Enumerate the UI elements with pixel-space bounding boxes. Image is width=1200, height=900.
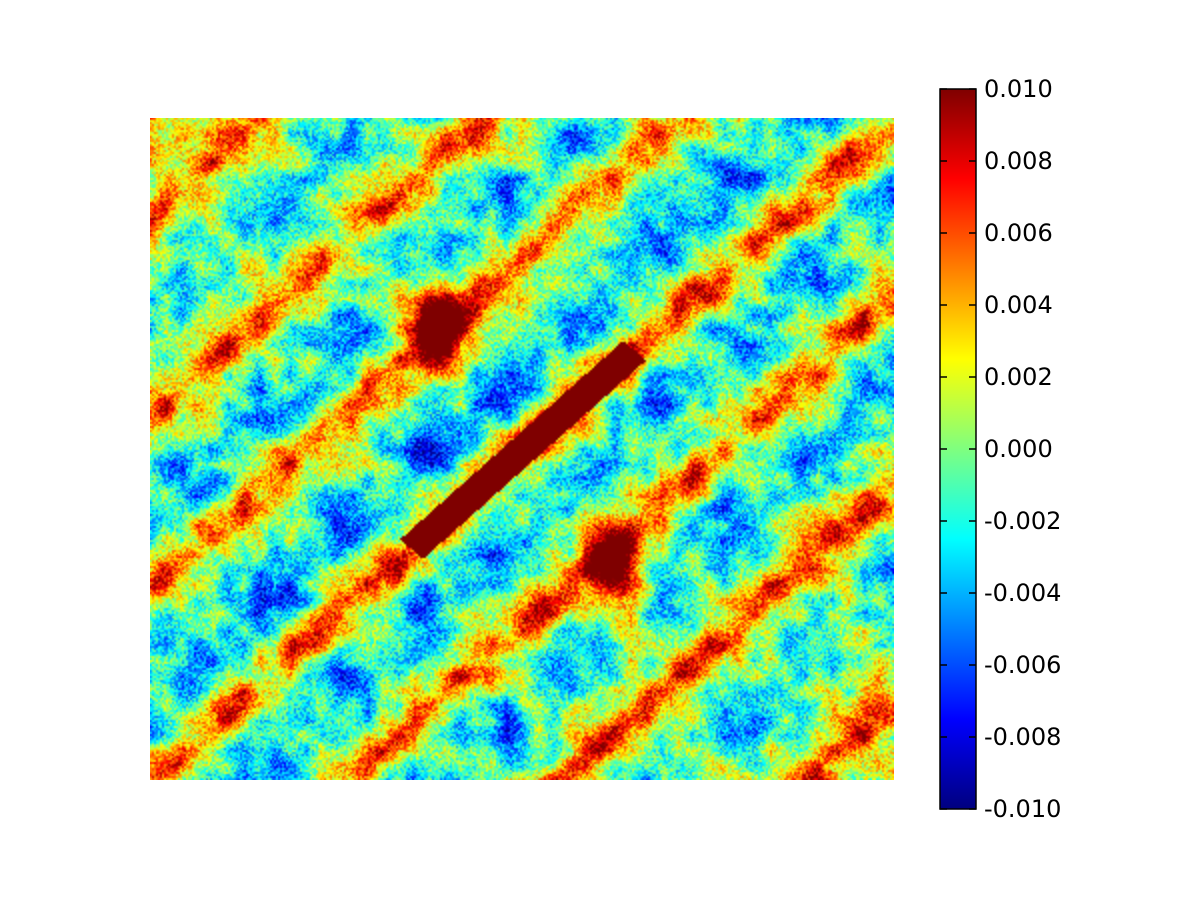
colorbar-tick-label: 0.000 (984, 435, 1053, 463)
colorbar-tick-label: -0.002 (984, 507, 1061, 535)
colorbar-tick-label: -0.004 (984, 579, 1061, 607)
colorbar-tick-label: -0.010 (984, 795, 1061, 823)
heatmap-image (150, 118, 894, 780)
colorbar-tick-label: -0.008 (984, 723, 1061, 751)
colorbar-tick-label: 0.002 (984, 363, 1053, 391)
colorbar-ticks: 0.010 0.008 0.006 0.004 0.002 0.000 -0.002 -0.0… (940, 75, 1061, 823)
colorbar-tick-label: 0.004 (984, 291, 1053, 319)
heatmap-plot (150, 118, 894, 780)
colorbar-tick-label: 0.010 (984, 75, 1053, 103)
colorbar: 0.010 0.008 0.006 0.004 0.002 0.000 -0.002 -0.0… (939, 75, 1061, 823)
colorbar-tick-label: 0.006 (984, 219, 1053, 247)
colorbar-tick-label: 0.008 (984, 147, 1053, 175)
colorbar-tick-label: -0.006 (984, 651, 1061, 679)
